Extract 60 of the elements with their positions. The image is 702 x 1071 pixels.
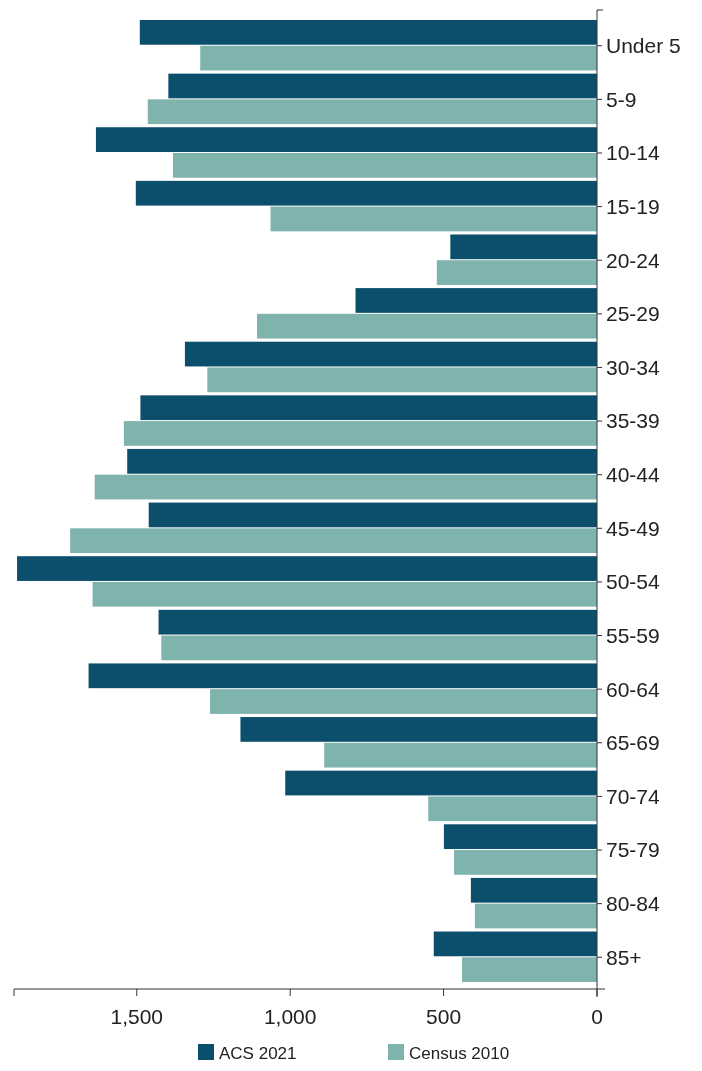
bar — [257, 313, 597, 339]
bar — [454, 850, 597, 875]
x-tick-label: 500 — [426, 1005, 462, 1028]
y-tick-label: 25-29 — [606, 302, 660, 326]
legend-label: ACS 2021 — [219, 1043, 297, 1063]
bar — [443, 824, 597, 850]
bar — [184, 341, 597, 367]
x-tick-label: 0 — [591, 1005, 603, 1028]
x-tick-label: 1,500 — [110, 1005, 164, 1028]
bar — [147, 99, 597, 125]
bar — [355, 288, 597, 313]
bar — [95, 127, 597, 152]
bar — [210, 689, 597, 714]
y-tick-label: 40-44 — [606, 463, 661, 487]
y-tick-label: 30-34 — [606, 355, 661, 379]
y-tick-label: 15-19 — [606, 194, 660, 218]
bar — [70, 528, 597, 554]
bar — [172, 152, 597, 178]
bar — [135, 180, 597, 206]
bar — [161, 635, 597, 661]
bar — [285, 770, 597, 796]
bar — [88, 663, 597, 689]
y-tick-label: 55-59 — [606, 623, 660, 647]
bar — [450, 234, 597, 260]
y-tick-label: 75-79 — [606, 838, 660, 862]
bar — [200, 45, 597, 71]
bar — [139, 20, 597, 45]
bar — [270, 206, 597, 232]
y-tick-label: Under 5 — [606, 34, 681, 58]
x-tick-label: 1,000 — [263, 1005, 317, 1028]
bar — [474, 903, 597, 929]
bar — [94, 474, 597, 500]
legend-label: Census 2010 — [409, 1043, 510, 1063]
y-tick-label: 10-14 — [606, 141, 661, 165]
bar — [168, 73, 597, 99]
y-tick-label: 45-49 — [606, 516, 660, 540]
y-tick-label: 60-64 — [606, 677, 661, 701]
bar — [123, 421, 597, 446]
bar — [324, 742, 597, 768]
y-tick-label: 65-69 — [606, 731, 660, 755]
y-tick-label: 85+ — [606, 945, 642, 969]
y-tick-label: 35-39 — [606, 409, 660, 433]
bar — [92, 581, 597, 607]
bar — [158, 609, 597, 635]
bar — [17, 556, 597, 581]
bar — [436, 260, 597, 285]
y-tick-label: 80-84 — [606, 891, 661, 915]
bar — [461, 957, 597, 982]
bar — [433, 931, 597, 957]
bar — [148, 502, 597, 528]
bar — [140, 395, 597, 421]
y-tick-label: 5-9 — [606, 87, 637, 111]
bar — [428, 796, 597, 822]
y-tick-label: 50-54 — [606, 570, 661, 594]
bar — [207, 367, 597, 393]
bar — [470, 877, 597, 903]
y-tick-label: 70-74 — [606, 784, 661, 808]
bar — [240, 717, 597, 742]
y-tick-label: 20-24 — [606, 248, 661, 272]
bar — [127, 448, 597, 474]
